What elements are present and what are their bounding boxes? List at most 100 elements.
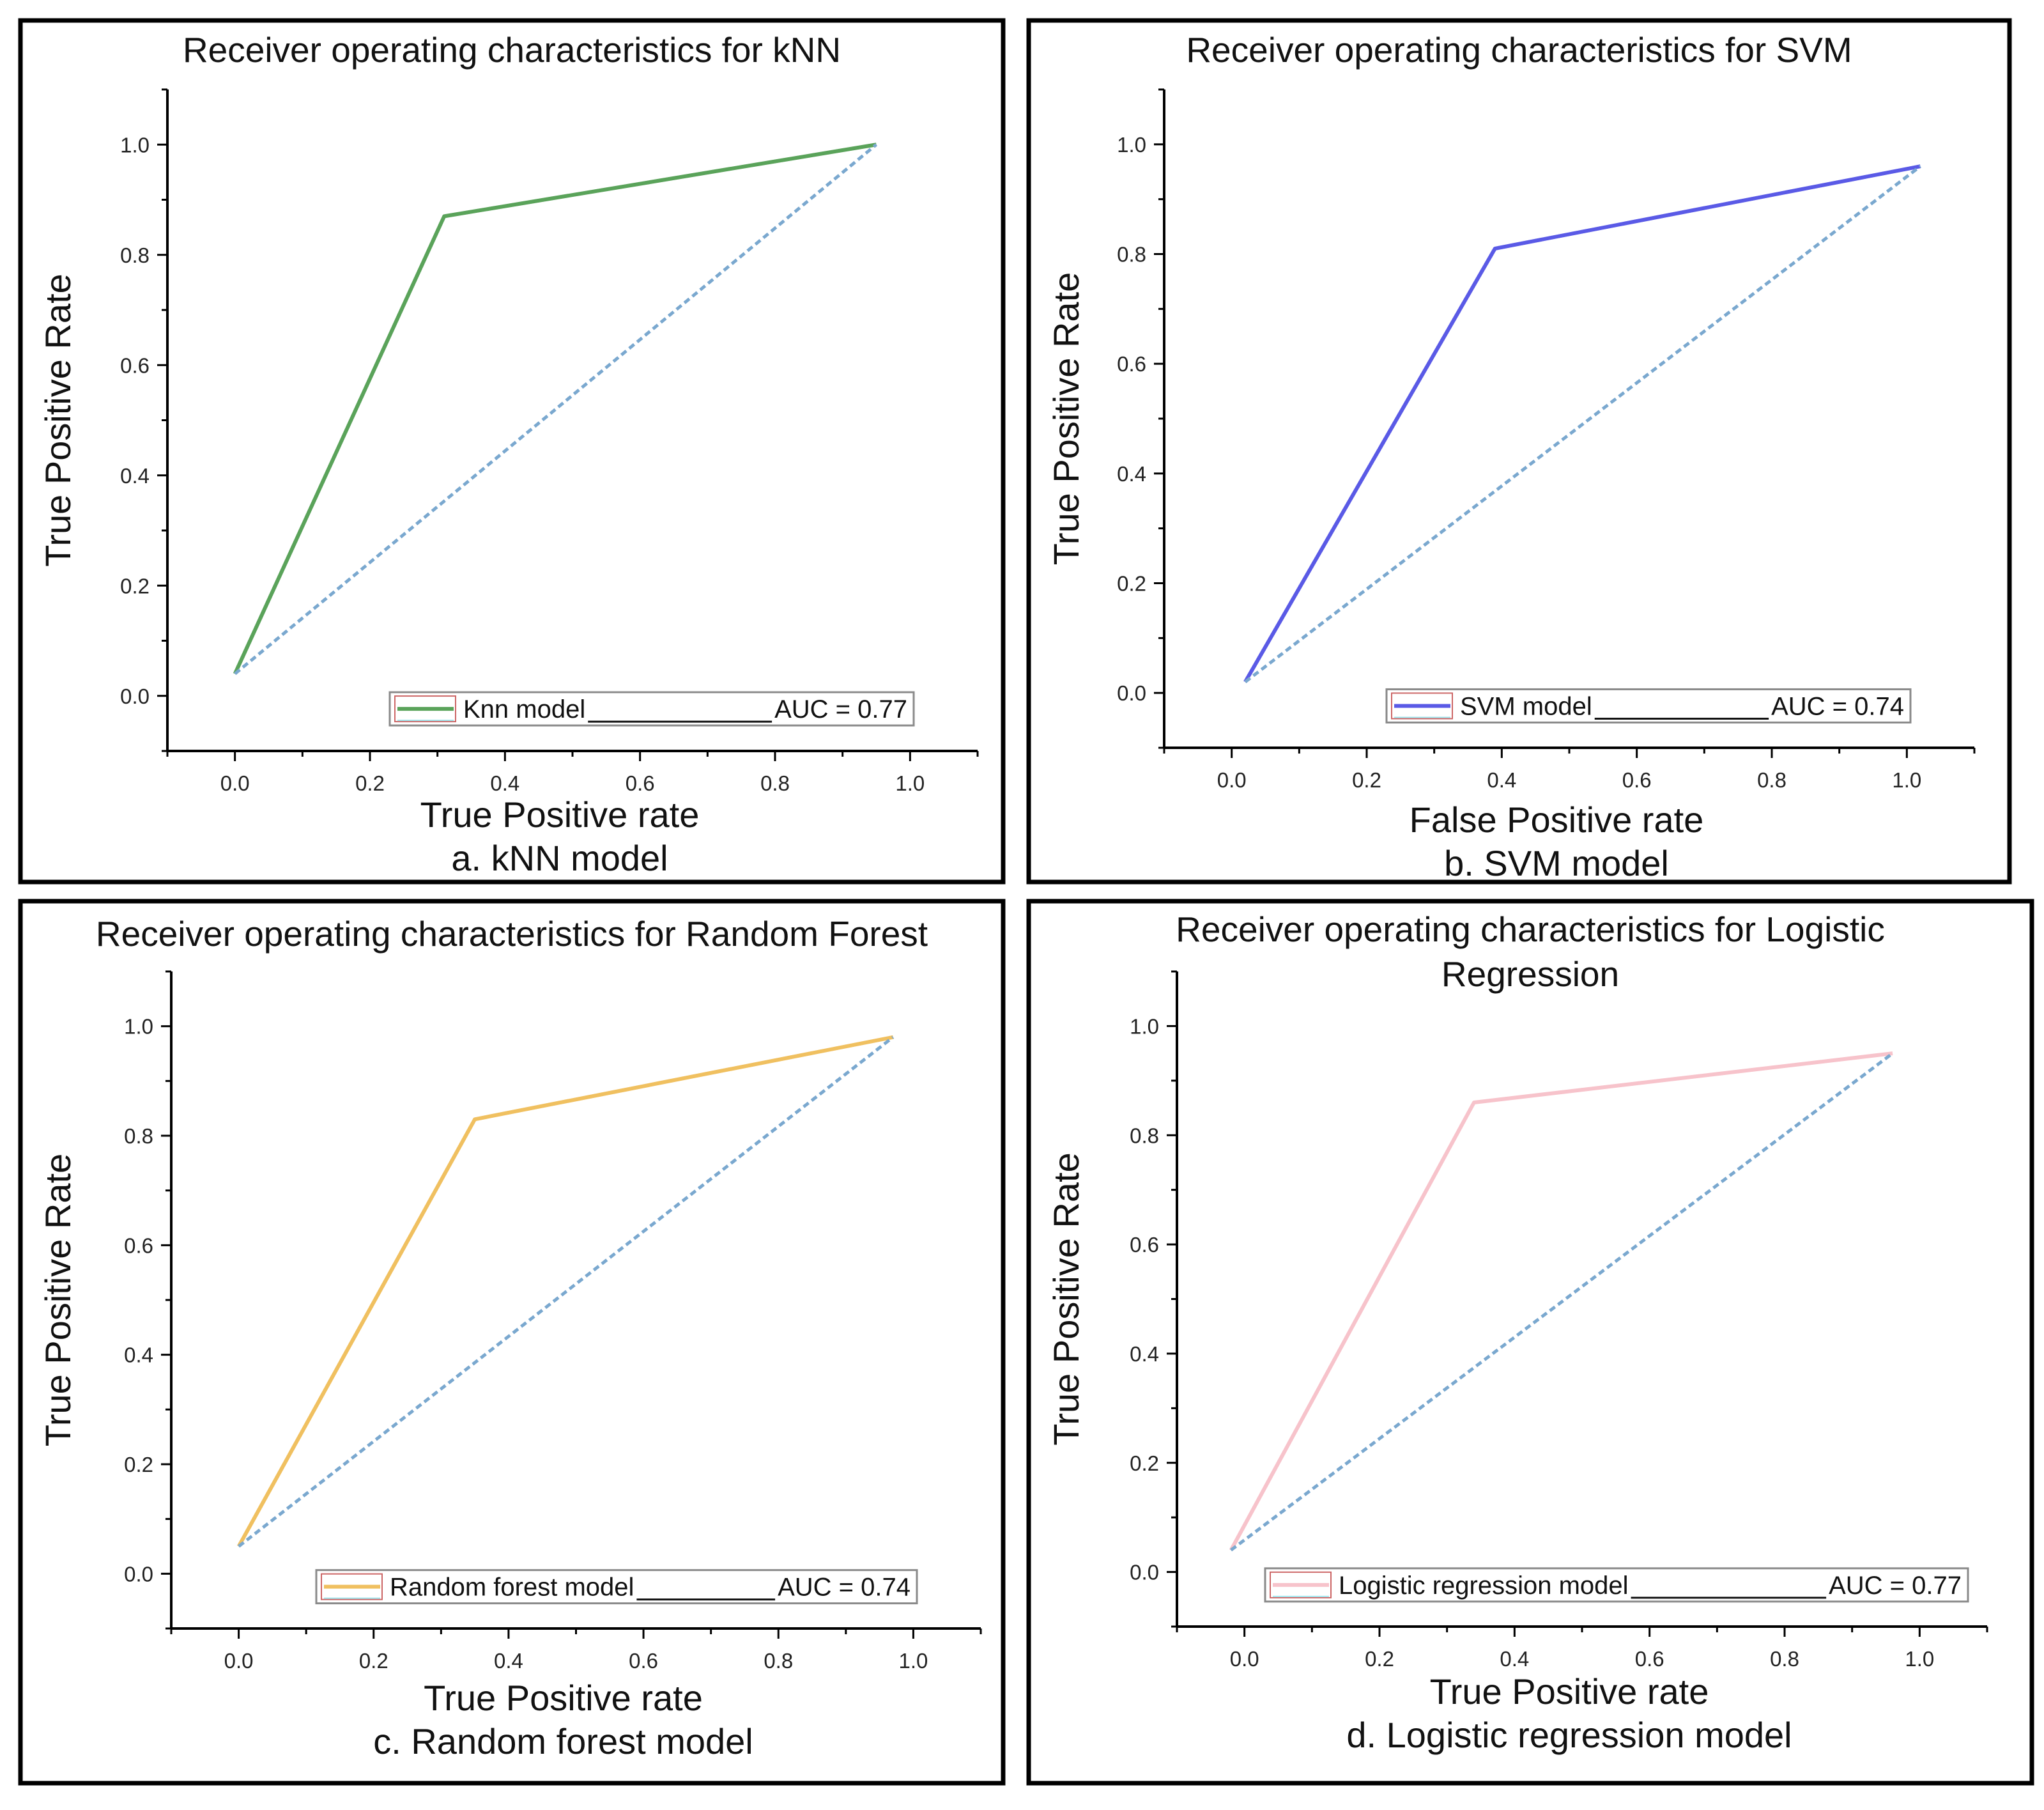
y-tick-label: 0.4 <box>1130 1342 1159 1366</box>
x-tick-label: 0.6 <box>629 1649 658 1673</box>
y-tick-label: 0.6 <box>1130 1233 1159 1257</box>
chart-title: Receiver operating characteristics for S… <box>1186 30 1852 70</box>
y-tick-label: 0.0 <box>1130 1561 1159 1584</box>
legend-label: Knn model <box>463 695 585 723</box>
y-tick-label: 1.0 <box>1117 133 1146 157</box>
chance-diagonal <box>1230 1052 1894 1552</box>
y-tick-label: 0.8 <box>120 244 150 267</box>
x-tick-label: 0.8 <box>1770 1647 1799 1671</box>
x-tick-label: 0.0 <box>1217 768 1247 792</box>
roc-curve <box>1243 164 1921 683</box>
x-axis-label: False Positive rate <box>1410 800 1704 840</box>
y-tick-label: 0.8 <box>1130 1124 1159 1147</box>
y-tick-label: 1.0 <box>1130 1014 1159 1038</box>
legend-auc: AUC = 0.77 <box>1829 1572 1962 1600</box>
chart-title: Receiver operating characteristics for k… <box>183 30 841 70</box>
legend: SVM model AUC = 0.74 <box>1385 688 1912 723</box>
x-tick-label: 0.4 <box>490 771 519 795</box>
y-tick-label: 0.0 <box>124 1562 153 1586</box>
x-tick-label: 0.8 <box>764 1649 793 1673</box>
roc-chart-panel-2: Receiver operating characteristics for S… <box>1026 18 2012 885</box>
x-axis-label: True Positive rate <box>1430 1671 1709 1712</box>
chart-title: Receiver operating characteristics for R… <box>96 914 928 954</box>
y-axis-label: True Positive Rate <box>38 274 78 567</box>
y-axis-label: True Positive Rate <box>1046 272 1086 566</box>
x-tick-label: 1.0 <box>1905 1647 1934 1671</box>
legend-box <box>388 691 915 727</box>
legend-box <box>1264 1567 1969 1603</box>
legend-auc: AUC = 0.74 <box>778 1574 911 1602</box>
roc-curve <box>233 143 877 675</box>
legend-auc: AUC = 0.77 <box>774 695 907 723</box>
panel-border <box>1026 899 2034 1786</box>
x-tick-label: 1.0 <box>898 1649 928 1673</box>
y-tick-label: 0.4 <box>124 1343 153 1367</box>
roc-curve <box>1229 1051 1893 1551</box>
legend-auc: AUC = 0.74 <box>1771 692 1904 720</box>
y-tick-label: 0.8 <box>124 1124 153 1148</box>
panel-border <box>18 18 1006 885</box>
chance-diagonal <box>234 143 878 676</box>
x-tick-label: 1.0 <box>1892 768 1921 792</box>
panel-caption: a. kNN model <box>451 838 668 878</box>
roc-chart-panel-4: Receiver operating characteristics for L… <box>1026 899 2034 1786</box>
legend-label: Logistic regression model <box>1339 1572 1629 1600</box>
panel-border <box>1026 18 2012 885</box>
x-tick-label: 0.4 <box>1487 768 1516 792</box>
y-tick-label: 0.4 <box>1117 462 1146 486</box>
legend-label: Random forest model <box>390 1574 634 1602</box>
y-tick-label: 0.2 <box>120 574 150 598</box>
panel-border <box>18 899 1006 1786</box>
x-tick-label: 0.2 <box>359 1649 388 1673</box>
x-tick-label: 0.6 <box>1635 1647 1664 1671</box>
legend-swatch-frame <box>321 1573 383 1600</box>
legend: Random forest model AUC = 0.74 <box>315 1569 918 1605</box>
x-tick-label: 0.4 <box>494 1649 523 1673</box>
x-tick-label: 0.2 <box>1352 768 1381 792</box>
x-tick-label: 0.2 <box>1365 1647 1394 1671</box>
y-tick-label: 0.6 <box>124 1234 153 1257</box>
roc-chart-panel-3: Receiver operating characteristics for R… <box>18 899 1006 1786</box>
x-tick-label: 0.0 <box>220 771 250 795</box>
y-tick-label: 0.0 <box>1117 681 1146 705</box>
y-tick-label: 0.8 <box>1117 243 1146 267</box>
legend-swatch-frame <box>1270 1571 1332 1598</box>
y-tick-label: 1.0 <box>120 133 150 157</box>
x-tick-label: 0.2 <box>355 771 385 795</box>
chart-panels: Receiver operating characteristics for k… <box>18 18 2034 1786</box>
legend-label: SVM model <box>1460 692 1592 720</box>
y-axis-label: True Positive Rate <box>1046 1152 1086 1446</box>
y-tick-label: 0.6 <box>1117 352 1146 376</box>
x-axis-label: True Positive rate <box>420 794 700 835</box>
chance-diagonal <box>1244 165 1921 683</box>
x-tick-label: 0.6 <box>626 771 655 795</box>
roc-chart-panel-1: Receiver operating characteristics for k… <box>18 18 1006 885</box>
panel-caption: d. Logistic regression model <box>1346 1715 1792 1755</box>
y-tick-label: 0.2 <box>1117 572 1146 596</box>
chart-title-line-2: Regression <box>1441 954 1619 994</box>
legend-box <box>1385 688 1912 723</box>
legend: Knn model AUC = 0.77 <box>388 691 915 727</box>
legend-swatch-frame <box>1391 692 1453 720</box>
legend: Logistic regression model AUC = 0.77 <box>1264 1567 1969 1603</box>
x-tick-label: 1.0 <box>895 771 925 795</box>
x-tick-label: 0.8 <box>760 771 790 795</box>
x-axis-label: True Positive rate <box>424 1678 703 1718</box>
y-tick-label: 0.6 <box>120 353 150 377</box>
chance-diagonal <box>238 1035 895 1548</box>
x-tick-label: 0.0 <box>1230 1647 1259 1671</box>
y-tick-label: 0.2 <box>1130 1451 1159 1475</box>
y-tick-label: 1.0 <box>124 1015 153 1039</box>
panel-caption: c. Random forest model <box>373 1721 753 1761</box>
y-axis-label: True Positive Rate <box>38 1154 78 1447</box>
x-tick-label: 0.6 <box>1622 768 1652 792</box>
legend-swatch-frame <box>394 695 456 723</box>
legend-box <box>315 1569 918 1605</box>
x-tick-label: 0.4 <box>1500 1647 1529 1671</box>
x-tick-label: 0.0 <box>224 1649 254 1673</box>
y-tick-label: 0.2 <box>124 1453 153 1476</box>
x-tick-label: 0.8 <box>1757 768 1787 792</box>
chart-title-line-1: Receiver operating characteristics for L… <box>1176 909 1885 949</box>
